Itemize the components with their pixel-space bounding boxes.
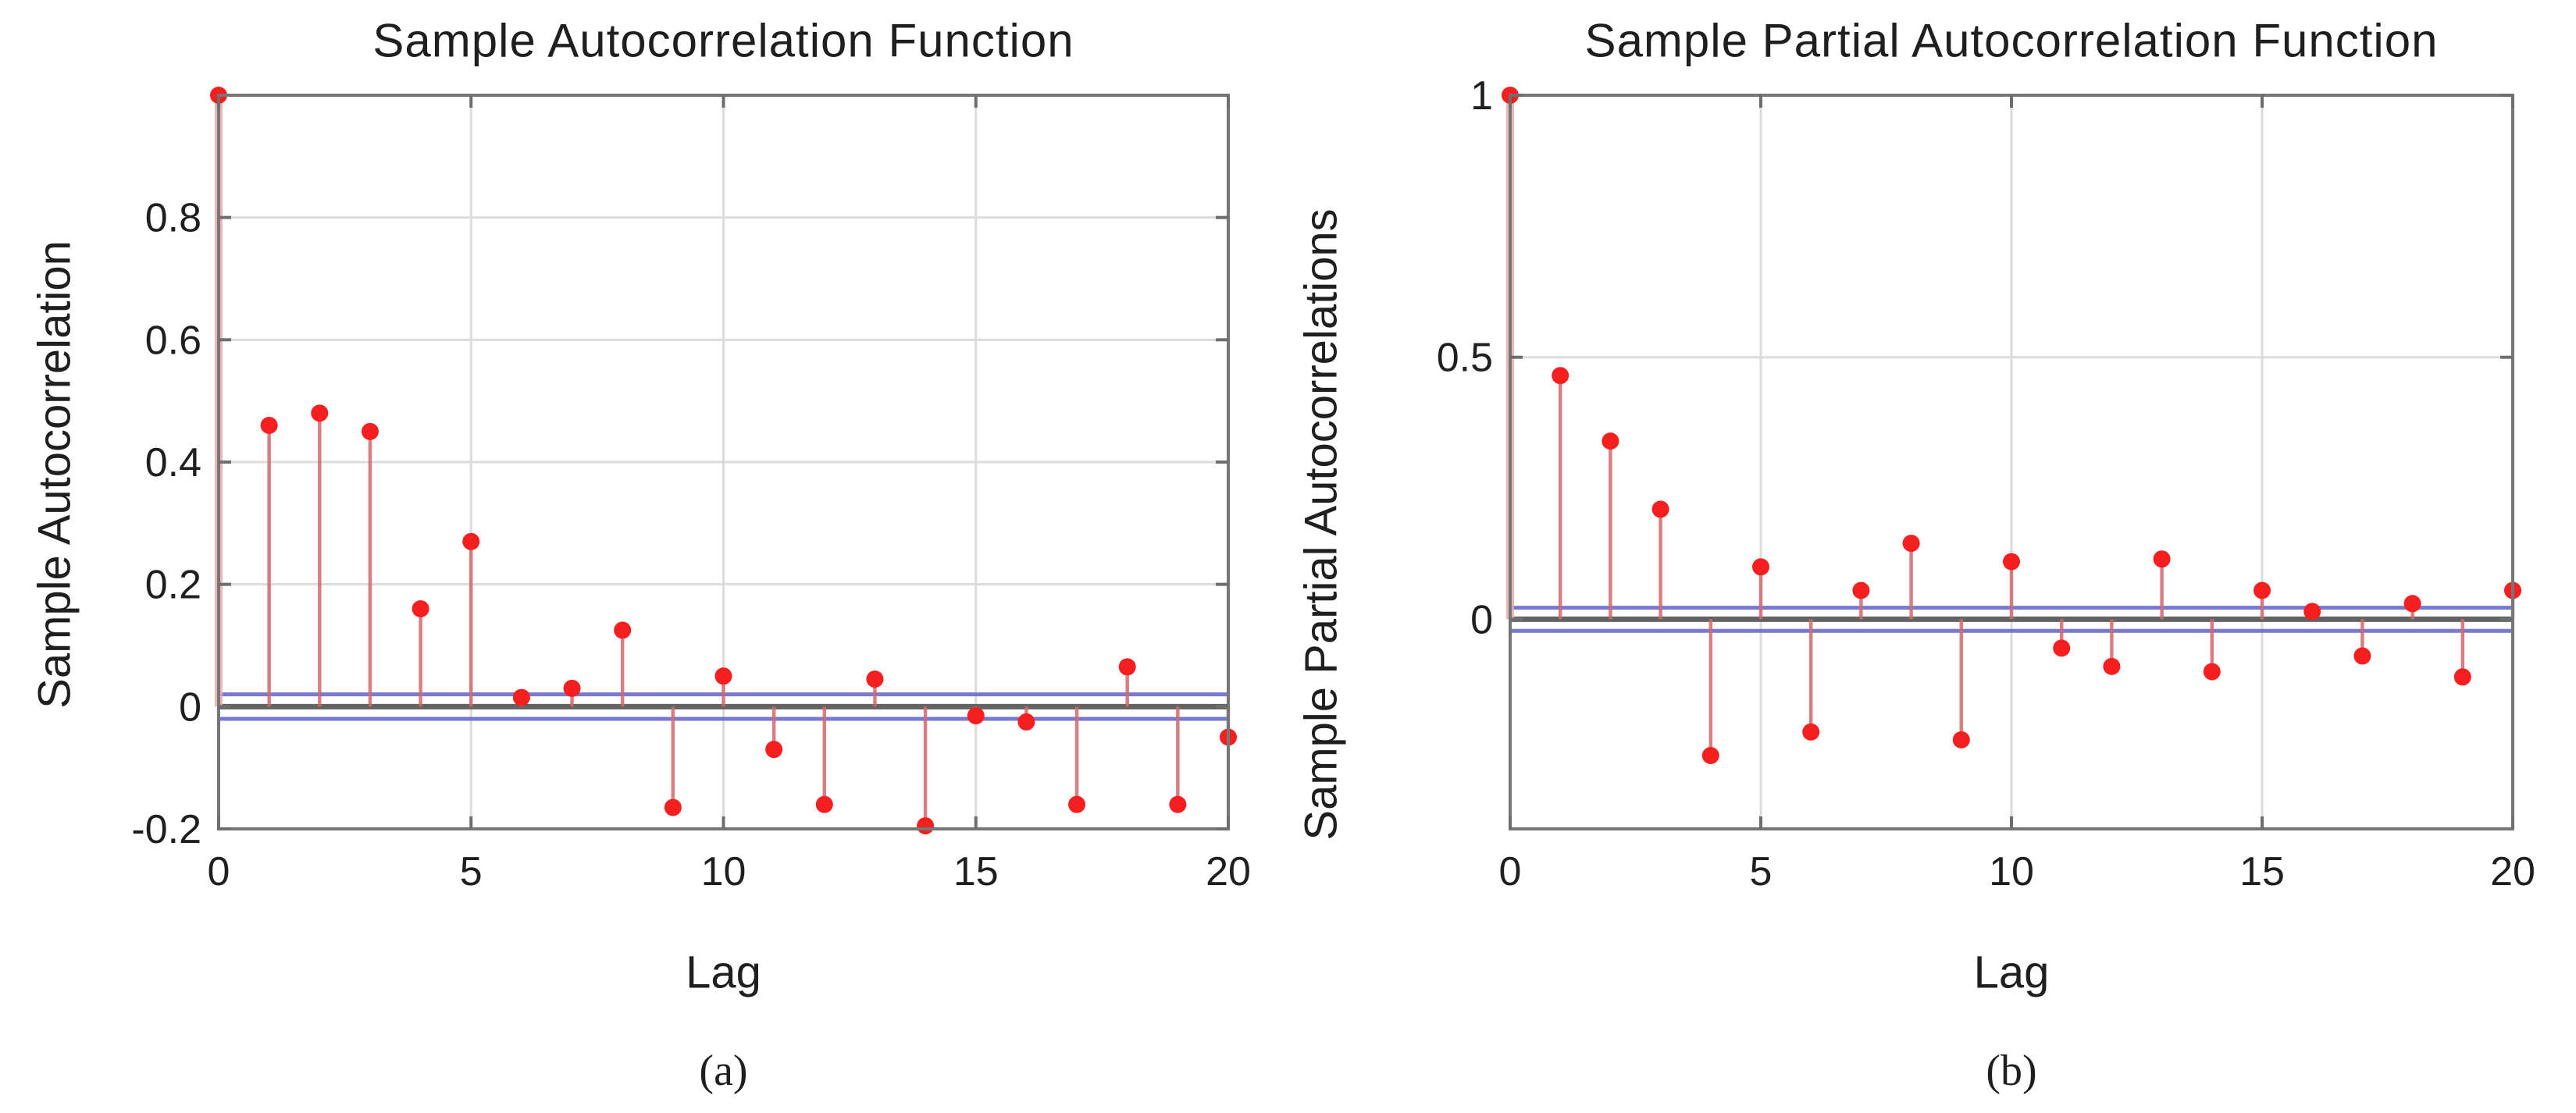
stem-marker-lag-1 — [1552, 367, 1569, 385]
stem-marker-lag-5 — [462, 532, 480, 550]
stem-marker-lag-7 — [563, 679, 581, 697]
stem-marker-lag-10 — [714, 667, 732, 685]
pacf-ylabel: Sample Partial Autocorrelations — [1295, 208, 1347, 841]
y-tick-label: 0.2 — [145, 563, 201, 608]
stem-marker-lag-2 — [311, 404, 329, 422]
y-tick-label: 1 — [1470, 73, 1493, 119]
stem-marker-lag-7 — [1852, 581, 1870, 599]
stem-marker-lag-8 — [1902, 535, 1920, 553]
stem-marker-lag-6 — [512, 688, 530, 706]
stem-marker-lag-13 — [2153, 550, 2171, 568]
stem-marker-lag-6 — [1802, 723, 1820, 741]
x-tick-label: 0 — [1499, 849, 1522, 894]
stem-marker-lag-12 — [815, 795, 833, 813]
stem-marker-lag-15 — [2254, 581, 2271, 599]
stem-marker-lag-17 — [2353, 647, 2371, 665]
stem-marker-lag-14 — [917, 817, 935, 835]
x-tick-label: 5 — [1750, 849, 1773, 894]
x-tick-label: 5 — [460, 849, 483, 894]
stem-marker-lag-5 — [1752, 558, 1769, 576]
acf-title: Sample Autocorrelation Function — [372, 14, 1074, 67]
stem-marker-lag-11 — [2053, 639, 2071, 657]
stem-marker-lag-18 — [1118, 658, 1136, 676]
pacf-caption: (b) — [1986, 1047, 2037, 1095]
x-tick-label: 20 — [2490, 849, 2535, 894]
y-tick-label: 0.8 — [145, 196, 201, 241]
stem-marker-lag-16 — [2303, 603, 2321, 621]
stem-marker-lag-13 — [866, 670, 884, 688]
stem-marker-lag-16 — [1017, 713, 1035, 731]
y-tick-label: 0.4 — [145, 440, 201, 485]
stem-marker-lag-9 — [664, 798, 682, 816]
stem-marker-lag-3 — [361, 422, 379, 440]
y-tick-label: 0 — [179, 685, 201, 730]
stem-marker-lag-1 — [260, 417, 278, 434]
stem-marker-lag-12 — [2103, 657, 2121, 675]
stem-marker-lag-18 — [2403, 595, 2421, 613]
x-tick-label: 10 — [701, 849, 746, 894]
stem-marker-lag-4 — [412, 600, 429, 617]
x-tick-label: 15 — [2239, 849, 2285, 894]
stem-marker-lag-15 — [967, 707, 985, 725]
stem-marker-lag-3 — [1651, 500, 1669, 518]
stem-marker-lag-14 — [2203, 663, 2221, 681]
stem-marker-lag-8 — [614, 621, 632, 639]
stem-marker-lag-2 — [1602, 432, 1619, 450]
pacf-xlabel: Lag — [1973, 947, 2050, 998]
stem-marker-lag-11 — [765, 741, 783, 759]
stem-marker-lag-10 — [2003, 553, 2020, 571]
stem-marker-lag-4 — [1701, 747, 1719, 764]
x-tick-label: 15 — [953, 849, 999, 894]
stem-marker-lag-17 — [1068, 795, 1086, 813]
y-tick-label: -0.2 — [131, 807, 201, 852]
stem-marker-lag-19 — [1169, 795, 1187, 813]
y-tick-label: 0.6 — [145, 318, 201, 363]
acf-caption: (a) — [699, 1047, 748, 1095]
y-tick-label: 0 — [1470, 597, 1493, 642]
pacf-title: Sample Partial Autocorrelation Function — [1584, 14, 2439, 67]
x-tick-label: 20 — [1206, 849, 1251, 894]
stem-marker-lag-19 — [2453, 668, 2471, 686]
acf-xlabel: Lag — [686, 947, 761, 998]
y-tick-label: 0.5 — [1437, 336, 1493, 381]
acf-ylabel: Sample Autocorrelation — [29, 240, 80, 709]
x-tick-label: 0 — [208, 849, 230, 894]
x-tick-label: 10 — [1989, 849, 2034, 894]
stem-marker-lag-9 — [1952, 731, 1970, 749]
